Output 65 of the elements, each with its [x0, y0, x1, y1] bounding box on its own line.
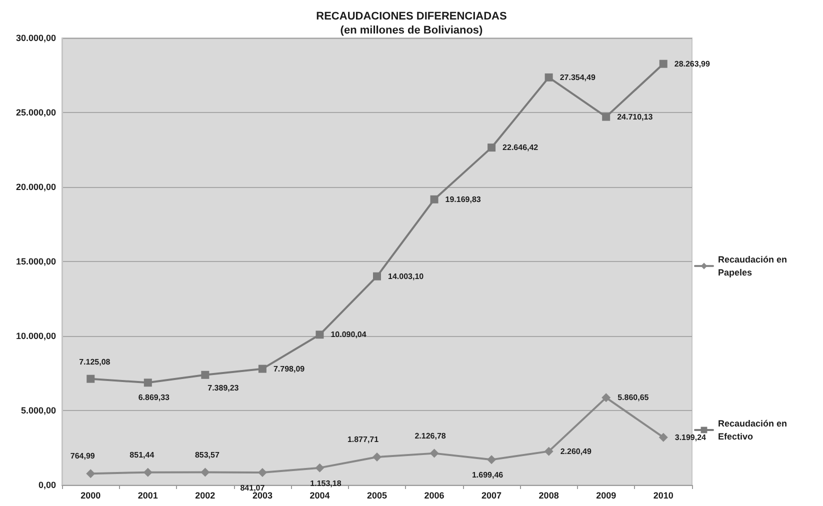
data-label: 853,57 — [194, 450, 220, 460]
y-tick-label: 10.000,00 — [16, 331, 56, 341]
x-tick-label: 2001 — [138, 490, 158, 500]
data-label: 7.389,23 — [208, 383, 240, 392]
point — [316, 330, 324, 339]
point — [258, 364, 266, 373]
chart-title: RECAUDACIONES DIFERENCIADAS — [316, 10, 507, 22]
x-tick-label: 2007 — [482, 490, 502, 500]
x-tick-label: 2010 — [653, 490, 674, 500]
chart-subtitle: (en millones de Bolivianos) — [340, 24, 484, 36]
data-label: 6.869,33 — [138, 393, 170, 402]
point — [315, 463, 324, 472]
point — [430, 195, 438, 204]
x-tick-label: 2008 — [538, 490, 559, 500]
data-label: 24.710,13 — [617, 112, 654, 122]
point — [86, 469, 96, 478]
y-tick-label: 25.000,00 — [16, 108, 56, 118]
data-label: 14.003,10 — [388, 272, 424, 281]
point — [200, 468, 210, 477]
point — [487, 455, 496, 464]
data-label: 2.126,78 — [414, 431, 446, 440]
point — [488, 144, 496, 152]
data-label: 10.090,04 — [330, 330, 367, 340]
point — [144, 378, 152, 387]
x-tick-label: 2006 — [424, 490, 444, 500]
legend-label: Recaudación en Efectivo — [718, 418, 790, 442]
legend-label: Recaudación en Papeles — [718, 254, 790, 278]
x-tick-label: 2009 — [596, 490, 616, 500]
x-tick-label: 2004 — [310, 490, 330, 500]
data-label: 841,07 — [240, 483, 266, 492]
data-label: 7.125,08 — [79, 357, 111, 366]
y-tick-label: 15.000,00 — [16, 256, 56, 266]
data-label: 1.699,46 — [472, 470, 504, 480]
data-label: 5.860,65 — [618, 393, 650, 402]
data-label: 764,99 — [70, 452, 96, 461]
data-label: 28.263,99 — [674, 59, 711, 68]
point — [544, 446, 554, 456]
data-label: 1.153,18 — [310, 478, 342, 488]
point — [430, 448, 439, 458]
data-label: 851,44 — [130, 450, 155, 460]
x-tick-label: 2003 — [252, 490, 272, 500]
x-tick-label: 2002 — [195, 490, 216, 500]
point — [602, 393, 611, 402]
data-label: 3.199,24 — [674, 432, 707, 442]
x-tick-label: 2000 — [80, 490, 101, 500]
point — [372, 452, 382, 462]
y-tick-label: 30.000,00 — [16, 33, 56, 43]
point — [143, 468, 152, 477]
data-label: 1.877,71 — [347, 435, 380, 444]
y-tick-label: 20.000,00 — [16, 182, 56, 192]
data-label: 19.169,83 — [445, 194, 482, 204]
data-label: 22.646,42 — [502, 143, 539, 152]
point — [544, 73, 553, 82]
data-label: 27.354,49 — [560, 72, 596, 82]
data-label: 7.798,09 — [273, 364, 306, 374]
point — [373, 272, 381, 280]
y-tick-label: 0,00 — [38, 480, 56, 490]
point — [602, 112, 610, 121]
data-label: 2.260,49 — [560, 446, 592, 456]
point — [201, 370, 210, 379]
x-tick-label: 2005 — [366, 490, 388, 500]
y-tick-label: 5.000,00 — [20, 406, 56, 416]
point — [658, 432, 668, 442]
point — [659, 60, 668, 68]
point — [86, 374, 95, 383]
